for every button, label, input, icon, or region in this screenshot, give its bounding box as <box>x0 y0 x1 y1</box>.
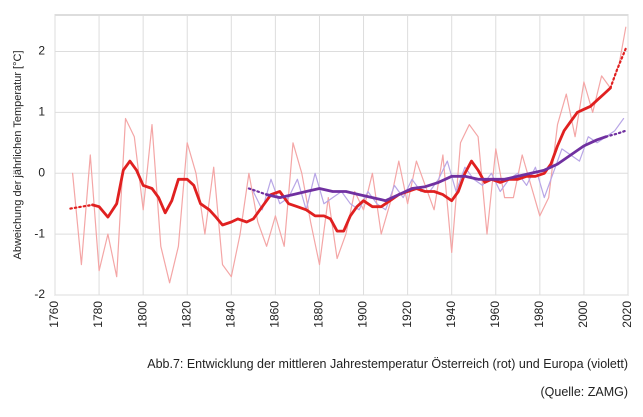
x-tick-label: 1780 <box>91 301 105 328</box>
series-line <box>252 117 625 211</box>
x-tick-label: 1980 <box>532 301 546 328</box>
x-tick-label: 2000 <box>576 301 590 328</box>
x-tick-label: 1760 <box>47 301 61 328</box>
plot-area <box>54 14 629 296</box>
x-tick-label: 1920 <box>400 301 414 328</box>
y-tick-label: 0 <box>38 165 45 179</box>
source: (Quelle: ZAMG) <box>540 385 628 399</box>
x-tick-label: 1820 <box>179 301 193 328</box>
x-tick-label: 2020 <box>620 301 634 328</box>
caption: Abb.7: Entwicklung der mittleren Jahrest… <box>147 357 628 371</box>
x-tick-label: 1800 <box>135 301 149 328</box>
y-tick-label: 1 <box>38 105 45 119</box>
x-tick-label: 1880 <box>312 301 326 328</box>
y-axis-label: Abweichung der jährlichen Temperatur [°C… <box>12 50 24 259</box>
x-tick-label: 1860 <box>268 301 282 328</box>
x-tick-label: 1840 <box>223 301 237 328</box>
series-line <box>69 203 94 210</box>
series-line <box>247 187 268 196</box>
x-tick-label: 1960 <box>488 301 502 328</box>
x-tick-label: 1940 <box>444 301 458 328</box>
y-tick-label: -2 <box>34 287 45 301</box>
series-line <box>72 26 627 284</box>
series-line <box>609 47 627 90</box>
x-tick-label: 1900 <box>356 301 370 328</box>
y-tick-label: 2 <box>38 44 45 58</box>
series-line <box>604 129 627 138</box>
y-tick-label: -1 <box>34 226 45 240</box>
series-line <box>91 86 612 233</box>
series-line <box>265 135 608 203</box>
